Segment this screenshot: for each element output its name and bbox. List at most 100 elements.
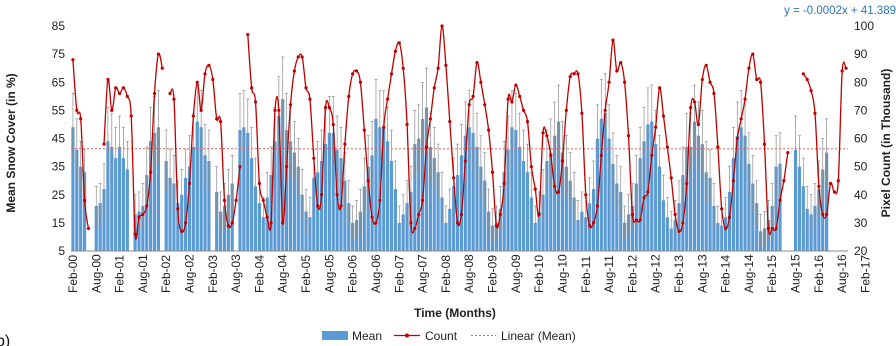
count-point	[479, 80, 483, 84]
mean-bar	[436, 172, 440, 251]
count-point	[689, 105, 693, 110]
count-point	[467, 103, 471, 107]
count-point	[580, 111, 584, 115]
count-point	[292, 69, 296, 73]
mean-bar	[774, 166, 778, 251]
mean-bar	[246, 132, 250, 251]
x-tick-label: Aug-05	[322, 254, 336, 293]
count-point	[498, 212, 502, 217]
mean-bar	[553, 135, 557, 251]
count-point	[518, 94, 522, 98]
count-point	[588, 224, 592, 228]
count-point	[821, 212, 825, 217]
count-point	[389, 72, 394, 76]
mean-bar	[572, 197, 576, 251]
mean-bar	[117, 146, 122, 251]
mean-bar	[529, 197, 533, 251]
x-tick-label: Feb-02	[159, 255, 173, 293]
mean-bar	[681, 175, 685, 251]
x-tick-label: Feb-06	[346, 255, 360, 293]
x-tick-label: Aug-02	[183, 254, 197, 293]
count-point	[432, 86, 436, 90]
mean-bar	[685, 146, 689, 251]
count-point	[351, 72, 355, 76]
y-tick-label: 5	[58, 244, 65, 258]
count-point	[448, 120, 452, 124]
count-point	[642, 195, 646, 200]
count-point	[514, 83, 518, 87]
count-point	[727, 215, 732, 219]
count-point	[537, 212, 541, 217]
count-point	[692, 100, 697, 104]
count-point	[265, 215, 269, 219]
count-point	[281, 221, 285, 225]
mean-bar	[238, 130, 242, 251]
mean-bar	[751, 183, 755, 251]
mean-bar	[735, 135, 739, 251]
x-tick-label: Feb-10	[532, 255, 546, 293]
mean-bar	[432, 158, 436, 251]
mean-bar	[522, 161, 526, 251]
mean-bar	[825, 152, 829, 251]
count-point	[405, 122, 409, 127]
mean-bar	[389, 161, 394, 251]
mean-bar	[619, 191, 623, 251]
count-point	[106, 77, 110, 82]
mean-bar	[413, 144, 417, 251]
mean-bar	[277, 116, 281, 251]
x-tick-label: Aug-12	[649, 254, 663, 293]
mean-bar	[502, 172, 506, 251]
mean-bar	[541, 194, 545, 251]
mean-bar	[510, 127, 514, 251]
count-point	[129, 114, 133, 118]
x-tick-label: Aug-13	[695, 254, 709, 293]
mean-bar	[708, 177, 712, 251]
count-point	[817, 184, 821, 188]
count-point	[475, 60, 479, 65]
count-point	[125, 94, 129, 98]
mean-bar	[121, 158, 126, 251]
count-point	[747, 66, 751, 70]
x-tick-label: Aug-06	[369, 254, 383, 293]
x-tick-label: Feb-11	[579, 256, 593, 293]
x-tick-label: Feb-03	[206, 255, 220, 293]
count-point	[685, 181, 689, 186]
mean-bar	[362, 186, 366, 251]
mean-bar	[452, 186, 456, 251]
mean-bar	[514, 130, 518, 251]
count-point	[428, 117, 432, 121]
y-tick-label: 85	[52, 19, 66, 33]
count-point	[568, 75, 572, 79]
legend: Mean Count Linear (Mean)	[322, 329, 576, 343]
count-point	[840, 69, 844, 73]
count-point	[490, 170, 495, 174]
count-point	[607, 80, 611, 84]
count-point	[786, 150, 790, 155]
count-point	[634, 218, 638, 222]
count-point	[704, 63, 708, 67]
mean-bar	[689, 146, 693, 251]
mean-bar	[215, 191, 219, 251]
mean-bar	[374, 118, 378, 251]
count-point	[133, 232, 137, 236]
count-point	[716, 145, 720, 149]
count-point	[436, 66, 440, 70]
count-point	[494, 224, 499, 228]
x-tick-label: Aug-15	[789, 254, 803, 293]
panel-label: b)	[0, 333, 10, 346]
mean-bar	[591, 189, 596, 251]
mean-bar	[312, 177, 316, 251]
mean-bar	[595, 138, 600, 251]
mean-bar	[176, 203, 180, 251]
mean-bar	[525, 172, 530, 251]
count-markers	[71, 24, 848, 236]
count-point	[650, 153, 654, 157]
count-point	[459, 212, 464, 217]
legend-count-marker	[405, 333, 409, 338]
count-point	[343, 142, 347, 146]
count-point	[576, 72, 580, 76]
mean-bar	[180, 194, 184, 251]
mean-bar	[156, 127, 161, 251]
mean-bar	[98, 203, 102, 251]
y-tick-label: 15	[52, 216, 66, 230]
